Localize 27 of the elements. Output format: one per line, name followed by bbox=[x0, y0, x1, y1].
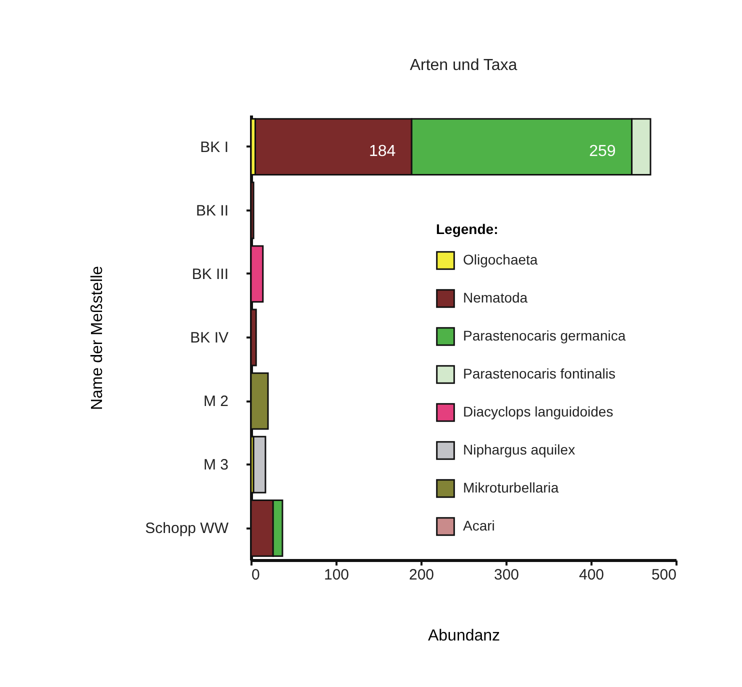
y-tick-label: BK IV bbox=[190, 330, 228, 346]
data-label: 184 bbox=[368, 142, 396, 160]
legend-label: Acari bbox=[463, 518, 495, 534]
y-tick-label: M 2 bbox=[203, 393, 228, 410]
x-tick-label: 100 bbox=[324, 566, 350, 584]
x-tick-label: 300 bbox=[494, 566, 520, 584]
y-tick-label: Schopp WW bbox=[145, 520, 230, 538]
chart-title: Arten und Taxa bbox=[410, 57, 518, 74]
x-tick-label: 0 bbox=[252, 566, 260, 584]
legend-label: Nematoda bbox=[463, 290, 528, 306]
data-label: 259 bbox=[589, 142, 616, 160]
x-tick-label: 200 bbox=[408, 566, 434, 584]
legend-label: Niphargus aquilex bbox=[463, 442, 576, 458]
y-tick-label: BK II bbox=[196, 202, 228, 220]
x-axis-title: Abundanz bbox=[428, 628, 500, 644]
x-tick-label: 500 bbox=[651, 566, 676, 584]
legend-label: Diacyclops languidoides bbox=[463, 404, 614, 420]
y-tick-label: BK III bbox=[192, 266, 228, 283]
legend-label: Oligochaeta bbox=[463, 252, 538, 268]
legend-label: Mikroturbellaria bbox=[463, 480, 559, 496]
legend-label: Parastenocaris fontinalis bbox=[463, 366, 616, 382]
legend-title: Legende: bbox=[436, 221, 498, 237]
y-tick-label: M 3 bbox=[203, 456, 228, 474]
x-tick-label: 400 bbox=[578, 566, 604, 584]
y-axis-title: Name der Meßstelle bbox=[89, 266, 106, 410]
legend-label: Parastenocaris germanica bbox=[463, 328, 626, 344]
y-tick-label: BK I bbox=[200, 138, 228, 156]
